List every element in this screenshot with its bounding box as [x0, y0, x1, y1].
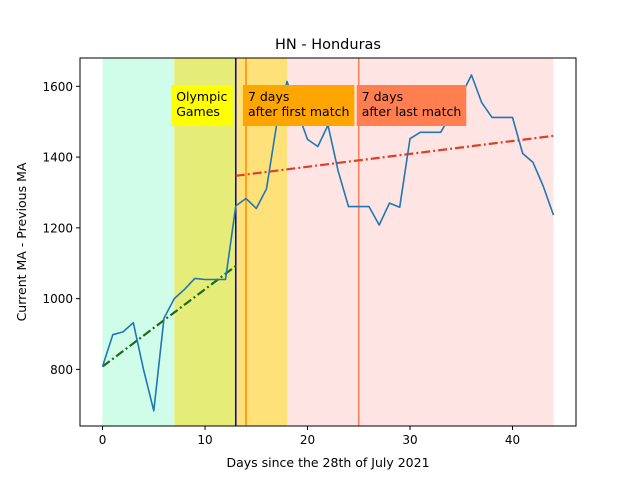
x-axis-label: Days since the 28th of July 2021	[226, 455, 429, 470]
trend-line-1	[235, 134, 554, 177]
annotation-line: after last match	[362, 104, 462, 119]
x-tick-label: 30	[402, 433, 417, 447]
annotation-line: Games	[176, 104, 220, 119]
annotation-line: after first match	[248, 104, 349, 119]
x-tick-label: 10	[197, 433, 212, 447]
y-axis-label: Current MA - Previous MA	[14, 162, 29, 321]
x-tick-label: 20	[300, 433, 315, 447]
trend-lines	[101, 134, 554, 368]
y-tick-label: 800	[50, 363, 73, 377]
annotation-box	[242, 85, 355, 126]
annotation-line: Olympic	[176, 89, 227, 104]
band-0	[102, 58, 175, 426]
annotation-box	[171, 85, 233, 126]
annotation-1: 7 days after first match	[242, 85, 355, 126]
x-axis-ticks: 0 10 20 30 40	[99, 426, 520, 447]
plot-frame	[79, 57, 577, 427]
y-tick-label: 1200	[42, 221, 73, 235]
annotation-text: 7 days after last match	[362, 89, 462, 119]
y-tick-label: 1000	[42, 292, 73, 306]
annotation-text: 7 days after first match	[248, 89, 349, 119]
annotation-0: Olympic Games	[171, 85, 233, 126]
annotation-box	[356, 85, 467, 126]
trend-line-0	[101, 265, 237, 368]
y-axis-ticks: 800 1000 1200 1400 1600	[42, 80, 80, 377]
y-tick-label: 1600	[42, 80, 73, 94]
y-tick-label: 1400	[42, 151, 73, 165]
annotation-text: Olympic Games	[176, 89, 227, 119]
x-tick-label: 0	[99, 433, 107, 447]
annotation-2: 7 days after last match	[356, 85, 467, 126]
annotation-line: 7 days	[248, 89, 289, 104]
annotation-line: 7 days	[362, 89, 403, 104]
chart-title: HN - Honduras	[275, 37, 381, 53]
x-tick-label: 40	[505, 433, 520, 447]
